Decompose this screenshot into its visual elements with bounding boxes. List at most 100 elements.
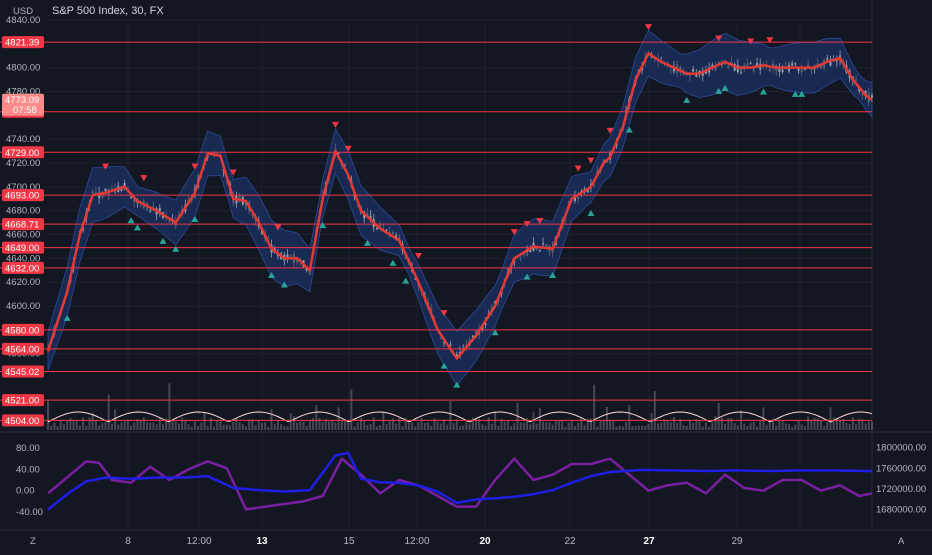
down-signal-marker (715, 35, 723, 42)
down-signal-marker (274, 224, 282, 231)
volume-bar (353, 426, 356, 430)
candle-body (455, 354, 458, 357)
volume-bar (823, 425, 826, 430)
candle-body (794, 63, 797, 65)
volume-bar (708, 426, 711, 430)
up-signal-marker (523, 273, 531, 280)
volume-bar (174, 421, 177, 430)
volume-bar (561, 420, 564, 430)
down-signal-marker (644, 24, 652, 31)
up-signal-marker (759, 88, 767, 95)
time-tick-label: 20 (479, 536, 491, 547)
volume-bar (542, 421, 545, 430)
down-signal-marker (606, 127, 614, 134)
candle-body (803, 68, 806, 70)
candle-body (577, 197, 580, 200)
up-signal-marker (319, 221, 327, 228)
volume-bar (459, 426, 461, 430)
volume-bar (104, 421, 107, 430)
axes: 4840.00 4800.00 4780.00 4740.00 4720.00 4700.… (6, 15, 926, 547)
volume-bar (398, 418, 401, 430)
candle-body (139, 205, 142, 207)
candle-body (746, 63, 749, 68)
volume-bar (573, 426, 576, 430)
bollinger-band (47, 30, 873, 386)
volume-bar (395, 423, 398, 430)
volume-bar (254, 425, 257, 430)
timezone-button[interactable]: Z (30, 536, 36, 547)
currency-label: USD (13, 6, 33, 17)
volume-bar (567, 422, 570, 430)
volume-bar (270, 409, 273, 430)
volume-bar (851, 417, 854, 430)
candle-body (366, 213, 369, 217)
volume-bar (714, 415, 717, 430)
down-signal-marker (766, 37, 774, 44)
volume-bar (276, 419, 279, 430)
ma-line (46, 52, 873, 360)
volume-bar (273, 423, 276, 430)
candle-body (522, 253, 525, 256)
level-tag-bg (2, 365, 44, 378)
level-tag-bg (2, 261, 44, 274)
oscillator-tick-label: 80.00 (16, 443, 40, 454)
chart-title: S&P 500 Index, 30, FX (52, 5, 164, 17)
candle-body (149, 210, 152, 212)
candle-body (698, 70, 701, 74)
volume-bar (641, 425, 644, 430)
price-tick-label: 4720.00 (6, 158, 40, 169)
up-signal-marker (453, 381, 461, 388)
candle-body (286, 254, 289, 258)
volume-bar (331, 420, 334, 430)
volume-bar (810, 419, 813, 430)
level-tag-label: 4632.00 (5, 263, 39, 274)
level-tag-bg (2, 342, 44, 355)
volume-bar (184, 420, 187, 430)
volume-bar (612, 420, 615, 430)
level-tag-label: 4729.00 (5, 148, 39, 159)
price-tick-label: 4740.00 (6, 134, 40, 145)
candle-body (756, 62, 759, 66)
volume-bar (794, 424, 797, 430)
volume-bar (647, 423, 650, 430)
volume-bar (490, 423, 493, 430)
volume-bar (724, 423, 727, 430)
volume-bar (50, 425, 53, 430)
candle-body (810, 69, 813, 71)
volume-bar (296, 422, 299, 430)
candle-body (439, 337, 442, 339)
volume-bar (238, 422, 241, 430)
candle-body (382, 227, 385, 229)
time-tick-label: 13 (256, 536, 268, 547)
volume-bar (350, 389, 353, 430)
down-signal-marker (344, 145, 352, 152)
candle-body (740, 71, 743, 73)
up-signal-marker (715, 87, 723, 94)
volume-bar (388, 421, 391, 430)
down-signal-marker (140, 175, 148, 182)
volume-bar (746, 426, 749, 430)
volume-bar (197, 426, 200, 430)
volume-bar (819, 419, 822, 430)
volume-bar (692, 423, 695, 430)
volume-bar (149, 422, 152, 430)
down-signal-marker (229, 169, 237, 176)
down-signal-marker (587, 157, 595, 164)
up-signal-marker (159, 237, 167, 244)
down-signal-marker (510, 229, 518, 236)
volume-bar (264, 422, 267, 430)
volume-bar (660, 422, 663, 430)
volume-bar (69, 417, 72, 430)
volume-bar (749, 423, 752, 430)
candle-body (385, 229, 388, 231)
auto-scale-button[interactable]: A (898, 536, 905, 547)
volume-tick-label: 1680000.00 (876, 505, 926, 516)
down-signal-marker (191, 163, 199, 170)
volume-bar (321, 422, 324, 430)
volume-bar (596, 426, 599, 430)
volume-bar (235, 418, 238, 430)
volume-bar (631, 426, 634, 430)
volume-bar (417, 422, 420, 430)
